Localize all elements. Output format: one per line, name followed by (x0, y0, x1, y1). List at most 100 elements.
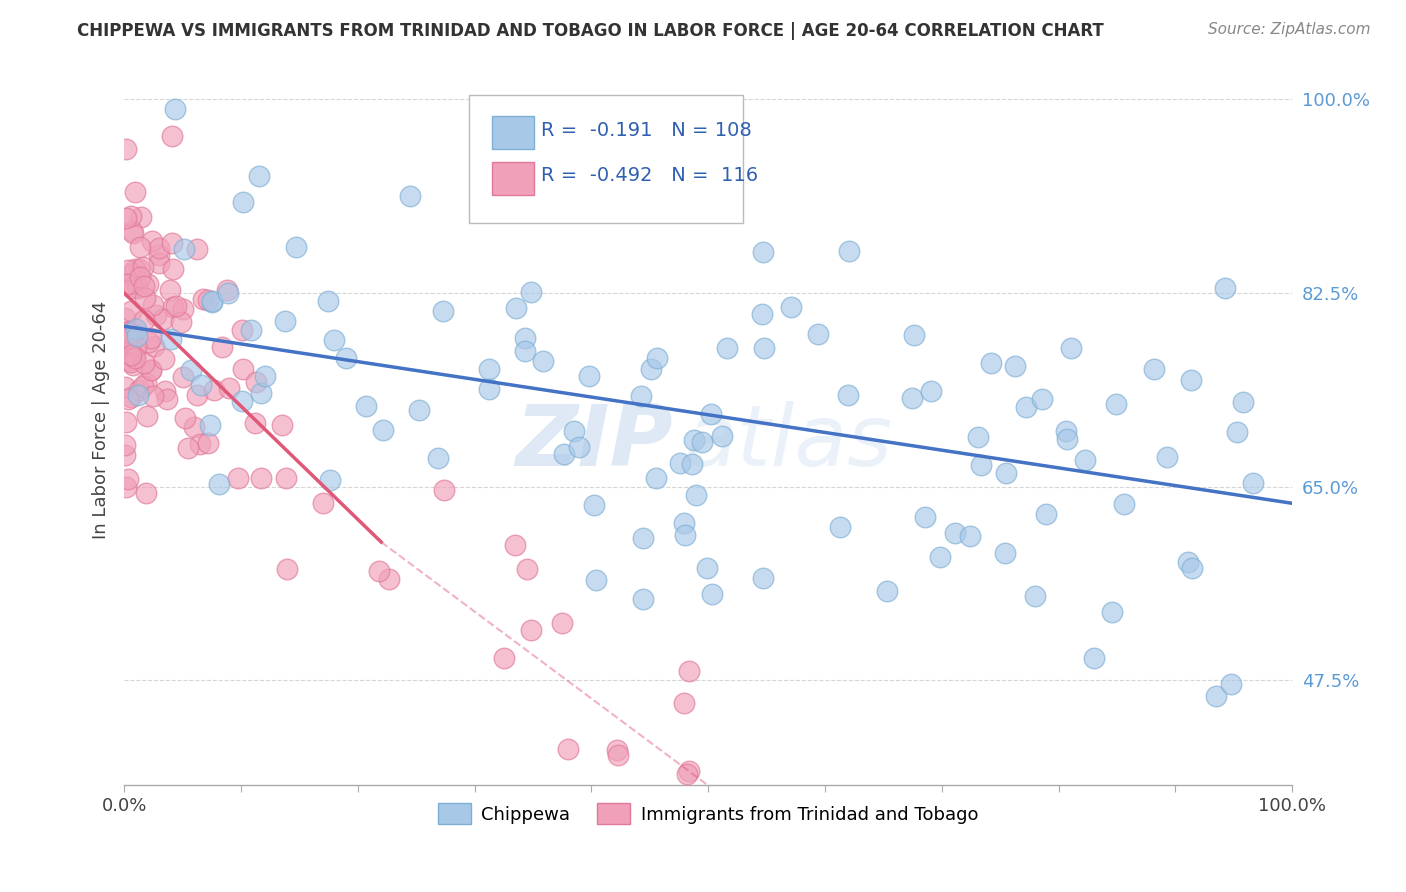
Point (994, 546, 1017, 560)
Point (115, 277, 138, 291)
Point (249, 471, 271, 485)
Point (124, 185, 146, 199)
Point (217, 286, 239, 301)
Point (215, 283, 238, 297)
Point (645, 351, 668, 365)
Point (115, 211, 138, 226)
Point (136, 277, 159, 292)
Point (120, 335, 142, 350)
Point (177, 442, 200, 456)
Point (690, 434, 713, 449)
Point (125, 322, 148, 336)
Y-axis label: In Labor Force | Age 20-64: In Labor Force | Age 20-64 (93, 301, 110, 540)
Point (172, 369, 194, 384)
Text: R =  -0.191   N = 108: R = -0.191 N = 108 (541, 120, 752, 140)
Point (1156, 450, 1178, 464)
Point (117, 392, 139, 406)
Point (578, 368, 600, 383)
Point (136, 409, 159, 424)
Point (876, 583, 898, 598)
Point (675, 767, 697, 781)
Point (128, 261, 150, 276)
Point (142, 389, 165, 403)
Point (124, 324, 146, 338)
Point (557, 741, 579, 756)
Point (127, 281, 149, 295)
Point (276, 562, 298, 576)
Point (141, 331, 163, 345)
Point (139, 363, 162, 377)
Point (120, 355, 142, 369)
Point (115, 415, 138, 429)
Point (138, 335, 160, 350)
Point (274, 314, 297, 328)
Point (207, 477, 229, 491)
Point (128, 383, 150, 397)
Point (699, 407, 721, 421)
Point (122, 349, 145, 363)
Point (170, 315, 193, 329)
Point (562, 424, 585, 438)
Point (371, 423, 394, 437)
Point (129, 269, 152, 284)
Point (162, 128, 184, 143)
Point (959, 529, 981, 543)
Point (505, 301, 527, 315)
Point (120, 277, 142, 291)
Text: ZIP: ZIP (516, 401, 673, 483)
Point (186, 388, 208, 402)
Point (114, 311, 136, 326)
Point (1181, 561, 1204, 575)
Point (120, 304, 142, 318)
Point (606, 743, 628, 757)
Point (211, 339, 233, 353)
Point (152, 351, 174, 366)
Point (681, 457, 703, 471)
Point (1024, 589, 1046, 603)
Point (673, 516, 696, 530)
Point (120, 268, 142, 282)
Point (156, 392, 179, 407)
Point (201, 293, 224, 308)
Point (127, 388, 149, 402)
Point (335, 351, 357, 365)
Point (284, 240, 307, 254)
Point (245, 376, 267, 390)
Point (568, 440, 591, 454)
Point (319, 473, 342, 487)
Point (132, 313, 155, 327)
Point (172, 302, 194, 317)
Point (121, 224, 143, 238)
Point (114, 142, 136, 156)
Point (253, 369, 276, 384)
Point (1180, 373, 1202, 387)
Text: CHIPPEWA VS IMMIGRANTS FROM TRINIDAD AND TOBAGO IN LABOR FORCE | AGE 20-64 CORRE: CHIPPEWA VS IMMIGRANTS FROM TRINIDAD AND… (77, 22, 1104, 40)
Point (752, 571, 775, 585)
Point (1232, 395, 1254, 409)
Point (640, 362, 662, 376)
Point (197, 293, 219, 308)
Point (191, 292, 214, 306)
Point (120, 209, 142, 223)
Point (118, 352, 141, 367)
Point (399, 188, 422, 202)
Point (232, 195, 254, 210)
Point (807, 326, 830, 341)
Point (186, 242, 208, 256)
Point (163, 102, 186, 116)
Point (188, 437, 211, 451)
FancyBboxPatch shape (492, 116, 534, 149)
Point (716, 341, 738, 355)
Point (515, 343, 537, 358)
Point (1205, 689, 1227, 703)
Point (114, 449, 136, 463)
Text: atlas: atlas (685, 401, 893, 483)
Point (1177, 555, 1199, 569)
Point (139, 363, 162, 377)
Point (837, 388, 859, 402)
Point (201, 295, 224, 310)
Point (1073, 453, 1095, 467)
Point (135, 376, 157, 391)
Point (132, 379, 155, 393)
Point (685, 488, 707, 502)
